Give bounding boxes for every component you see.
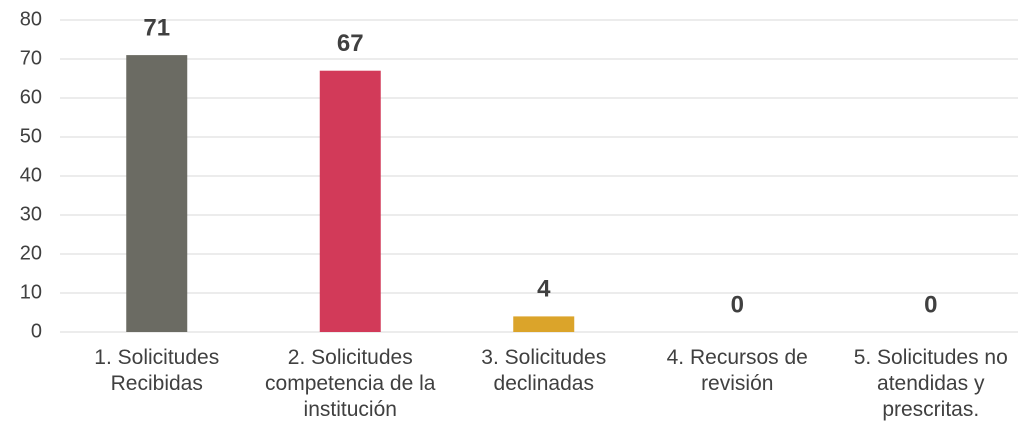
value-label: 71 (143, 14, 170, 41)
bar (319, 70, 381, 332)
bar (126, 55, 188, 332)
y-tick-label: 30 (20, 203, 42, 225)
x-tick-label: 4. Recursos de revisión (666, 346, 808, 395)
y-tick-label: 10 (20, 281, 42, 303)
x-tick-label: 2. Solicitudes competencia de la institu… (265, 346, 436, 421)
y-tick-label: 80 (20, 8, 42, 30)
y-tick-label: 0 (31, 320, 42, 342)
x-tick-label: 1. Solicitudes Recibidas (94, 346, 220, 395)
value-label: 4 (537, 276, 551, 303)
y-tick-label: 20 (20, 242, 42, 264)
x-tick-label: 5. Solicitudes no atendidas y prescritas… (853, 346, 1008, 421)
value-label: 0 (924, 291, 937, 318)
y-tick-label: 50 (20, 125, 42, 147)
x-tick-label: 3. Solicitudes declinadas (481, 346, 607, 395)
value-label: 0 (731, 291, 744, 318)
bar (513, 316, 575, 332)
y-tick-label: 40 (20, 164, 42, 186)
y-tick-label: 70 (20, 47, 42, 69)
y-tick-label: 60 (20, 86, 42, 108)
value-label: 67 (337, 30, 364, 57)
